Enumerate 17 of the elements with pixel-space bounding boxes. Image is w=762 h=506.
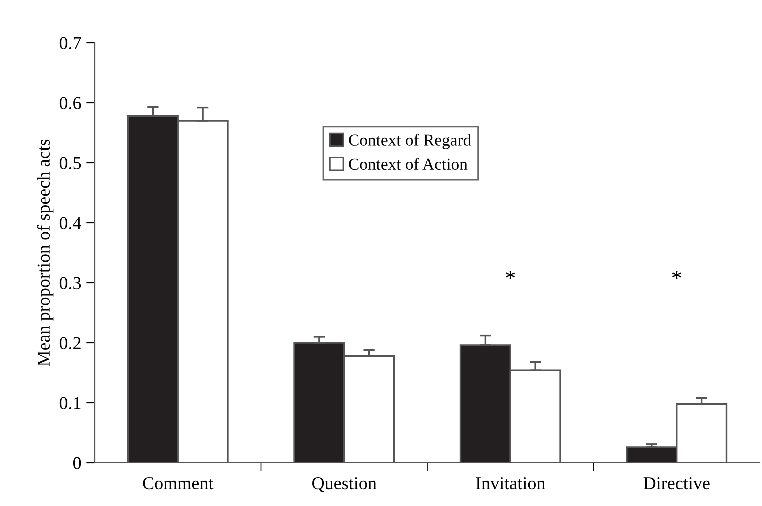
y-tick-label: 0.7: [60, 37, 82, 50]
y-tick-label: 0: [73, 457, 82, 470]
y-tick-label: 0.2: [60, 337, 81, 350]
y-tick-label: 0.6: [60, 97, 82, 110]
x-tick-label: Directive: [644, 477, 710, 490]
y-axis-title: Mean proportion of speech acts: [37, 140, 54, 366]
legend-label: Context of Action: [349, 158, 468, 170]
y-tick-label: 0.1: [60, 397, 81, 410]
annotation: *: [506, 271, 516, 280]
annotation: *: [672, 271, 682, 280]
y-tick-label: 0.3: [60, 277, 82, 290]
x-tick-label: Question: [312, 477, 377, 492]
legend-label: Context of Regard: [349, 134, 472, 150]
y-tick-label: 0.4: [60, 217, 82, 230]
x-tick-label: Comment: [143, 477, 214, 490]
x-tick-label: Invitation: [476, 477, 546, 490]
y-tick-label: 0.5: [60, 157, 82, 170]
